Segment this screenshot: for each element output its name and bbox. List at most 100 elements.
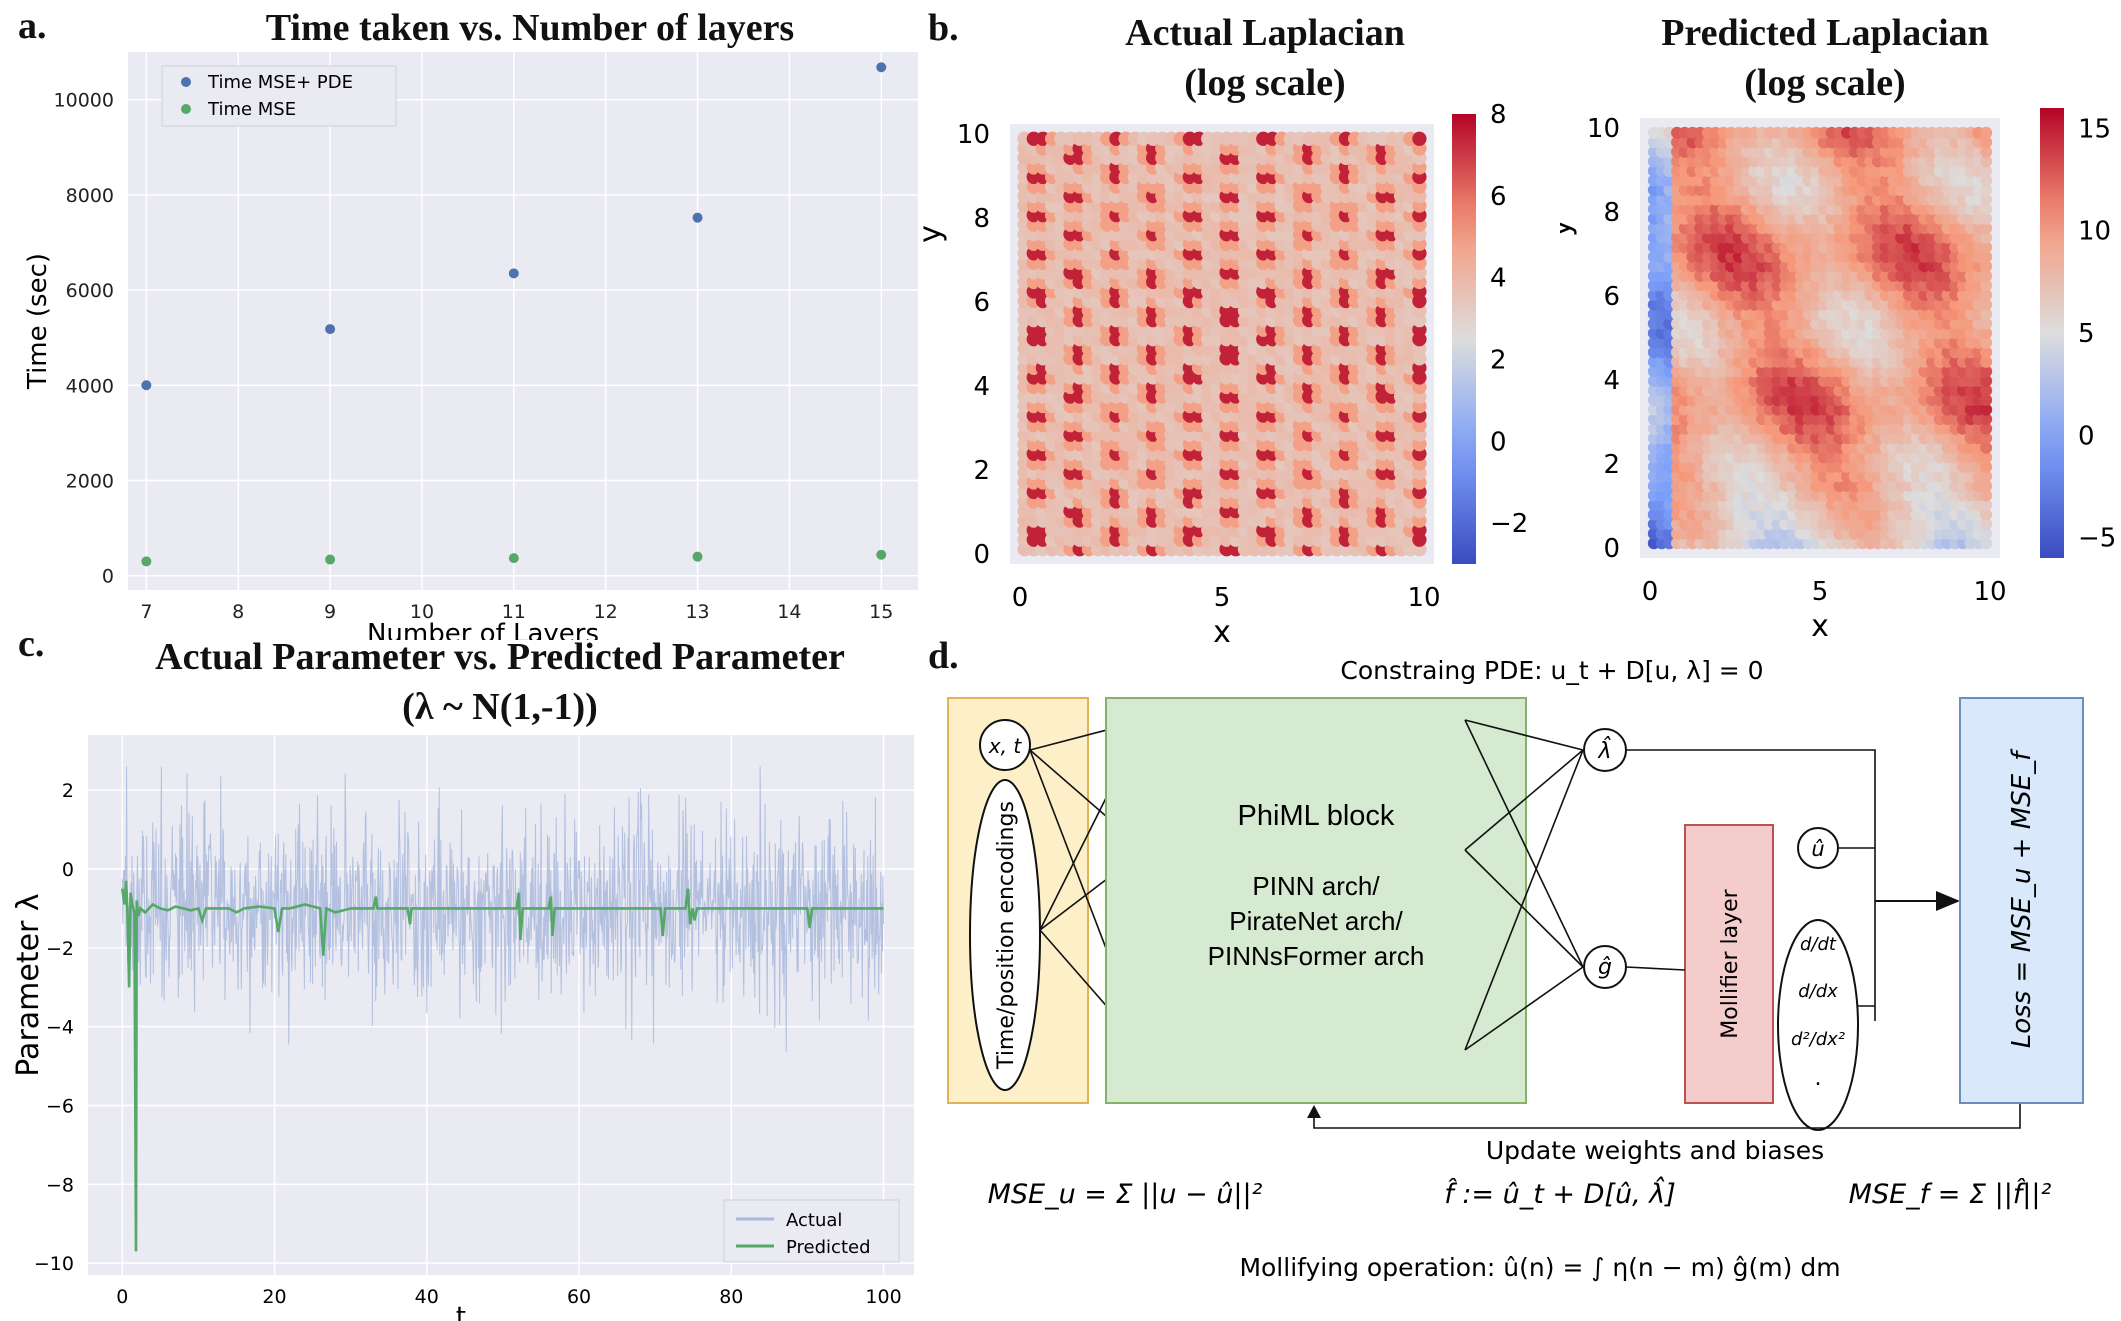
loss-label: Loss = MSE_u + MSE_f [2007,748,2037,1048]
data-point [325,554,336,565]
predicted-series-line [121,880,884,1252]
input-node-label: x, t [988,734,1023,758]
deriv-d-dt: d/dt [1800,934,1837,955]
x-tick-label: 0 [116,1286,128,1308]
heat-point [1980,289,1993,302]
x-tick-label: 40 [415,1286,439,1308]
chart-c-title-block: Actual Parameter vs. Predicted Parameter… [60,632,940,732]
x-axis-label: x [1213,615,1231,650]
equation-mse-f: MSE_f = Σ ||f̂||² [1849,1178,2052,1210]
x-tick-label: 15 [869,601,893,623]
y-tick-label: 2 [1603,450,1620,480]
heat-point [1980,432,1993,445]
colorbar [2040,108,2064,558]
lambda-hat-label: λ̂ [1597,737,1611,764]
y-tick-label: 4000 [66,375,114,397]
y-tick-label: 8 [1603,198,1620,228]
x-tick-label: 8 [232,601,244,623]
heat-point [1980,298,1993,311]
data-point [876,62,887,73]
heat-point [1980,269,1993,282]
x-tick-label: 11 [502,601,526,623]
loss-box [1959,697,2084,1104]
pde-constraint-text: Constraing PDE: u_t + D[u, λ] = 0 [1340,656,1763,685]
heat-point [1980,279,1993,292]
x-axis-label: t [456,1302,466,1321]
y-tick-label: 10 [957,120,990,150]
phiml-block-title: PhiML block [1238,800,1395,832]
heat-point [1980,479,1993,492]
chart-b2: 0 2 4 6 8 10 0 5 10 x y 15 10 5 0 −5 [1560,108,2116,644]
chart-b1: 0 2 4 6 8 10 0 5 10 x y 8 6 4 2 0 −2 [920,100,1528,650]
chart-a: 0 2000 4000 6000 8000 10000 7 8 9 10 11 12 13 14 15 Num… [23,52,918,640]
heat-point [1980,441,1993,454]
chart-c-title: Actual Parameter vs. Predicted Parameter [155,636,845,678]
panel-label-d: d. [928,635,959,677]
chart-b1-title: Actual Laplacian [1125,12,1405,54]
heat-point [1980,231,1993,244]
y-tick-label: 6 [1603,282,1620,312]
heat-point [1980,241,1993,254]
heatmap-points [1017,131,1427,557]
heat-point [1980,203,1993,216]
y-tick-label: 10 [1587,114,1620,144]
heat-point [1980,394,1993,407]
chart-a-title: Time taken vs. Number of layers [265,7,795,49]
x-tick-label: 100 [865,1286,901,1308]
heat-point [1980,365,1993,378]
x-tick-label: 10 [1407,583,1440,613]
heat-point [1980,136,1993,149]
colorbar-tick-label: 6 [1490,182,1507,212]
heat-point [1980,126,1993,139]
data-point [876,549,887,560]
heat-point [1980,355,1993,368]
x-axis-label: Number of Layers [367,619,599,640]
legend-a [161,65,397,127]
heat-point [1980,413,1993,426]
arch-line-1: PINN arch/ [1252,871,1380,901]
arch-line-3: PINNsFormer arch [1208,941,1425,971]
heat-point [1980,537,1993,550]
heat-point [1980,336,1993,349]
heat-point [1980,193,1993,206]
colorbar-tick-label: −2 [1490,509,1528,539]
colorbar-tick-label: 2 [1490,345,1507,375]
heat-point [1980,164,1993,177]
x-tick-label: 0 [1642,577,1659,607]
data-point [692,212,703,223]
x-tick-label: 10 [1973,577,2006,607]
panel-label-b: b. [928,7,959,49]
equation-mse-u: MSE_u = Σ ||u − û||² [988,1179,1263,1210]
colorbar [1452,114,1476,564]
x-tick-label: 5 [1214,583,1231,613]
y-tick-label: −2 [46,938,74,960]
legend-c [723,1199,900,1263]
y-tick-label: 0 [973,540,990,570]
deriv-d2-dx2: d²/dx² [1791,1029,1845,1050]
legend-label: Time MSE [207,99,296,120]
y-axis-label: Parameter λ [11,893,46,1076]
heat-point [1980,212,1993,225]
y-tick-label: 6 [973,288,990,318]
x-tick-label: 60 [567,1286,591,1308]
heat-point [1980,327,1993,340]
heat-point [1980,184,1993,197]
x-axis-label: x [1811,609,1829,644]
x-tick-label: 13 [685,601,709,623]
y-tick-label: 4 [973,372,990,402]
phiml-block [1105,697,1527,1104]
y-tick-label: −6 [46,1096,74,1118]
y-axis-label: y [920,225,948,243]
colorbar-tick-label: −5 [2078,524,2116,554]
data-point [508,553,519,564]
heat-point [1980,499,1993,512]
x-tick-label: 20 [262,1286,286,1308]
heat-point [1980,489,1993,502]
y-tick-label: 2 [973,456,990,486]
legend-marker [181,104,191,114]
y-tick-label: 0 [62,859,74,881]
chart-b2-title: Predicted Laplacian [1661,12,1989,54]
chart-c-subtitle: (λ ~ N(1,-1)) [402,686,598,728]
heat-point [1980,460,1993,473]
